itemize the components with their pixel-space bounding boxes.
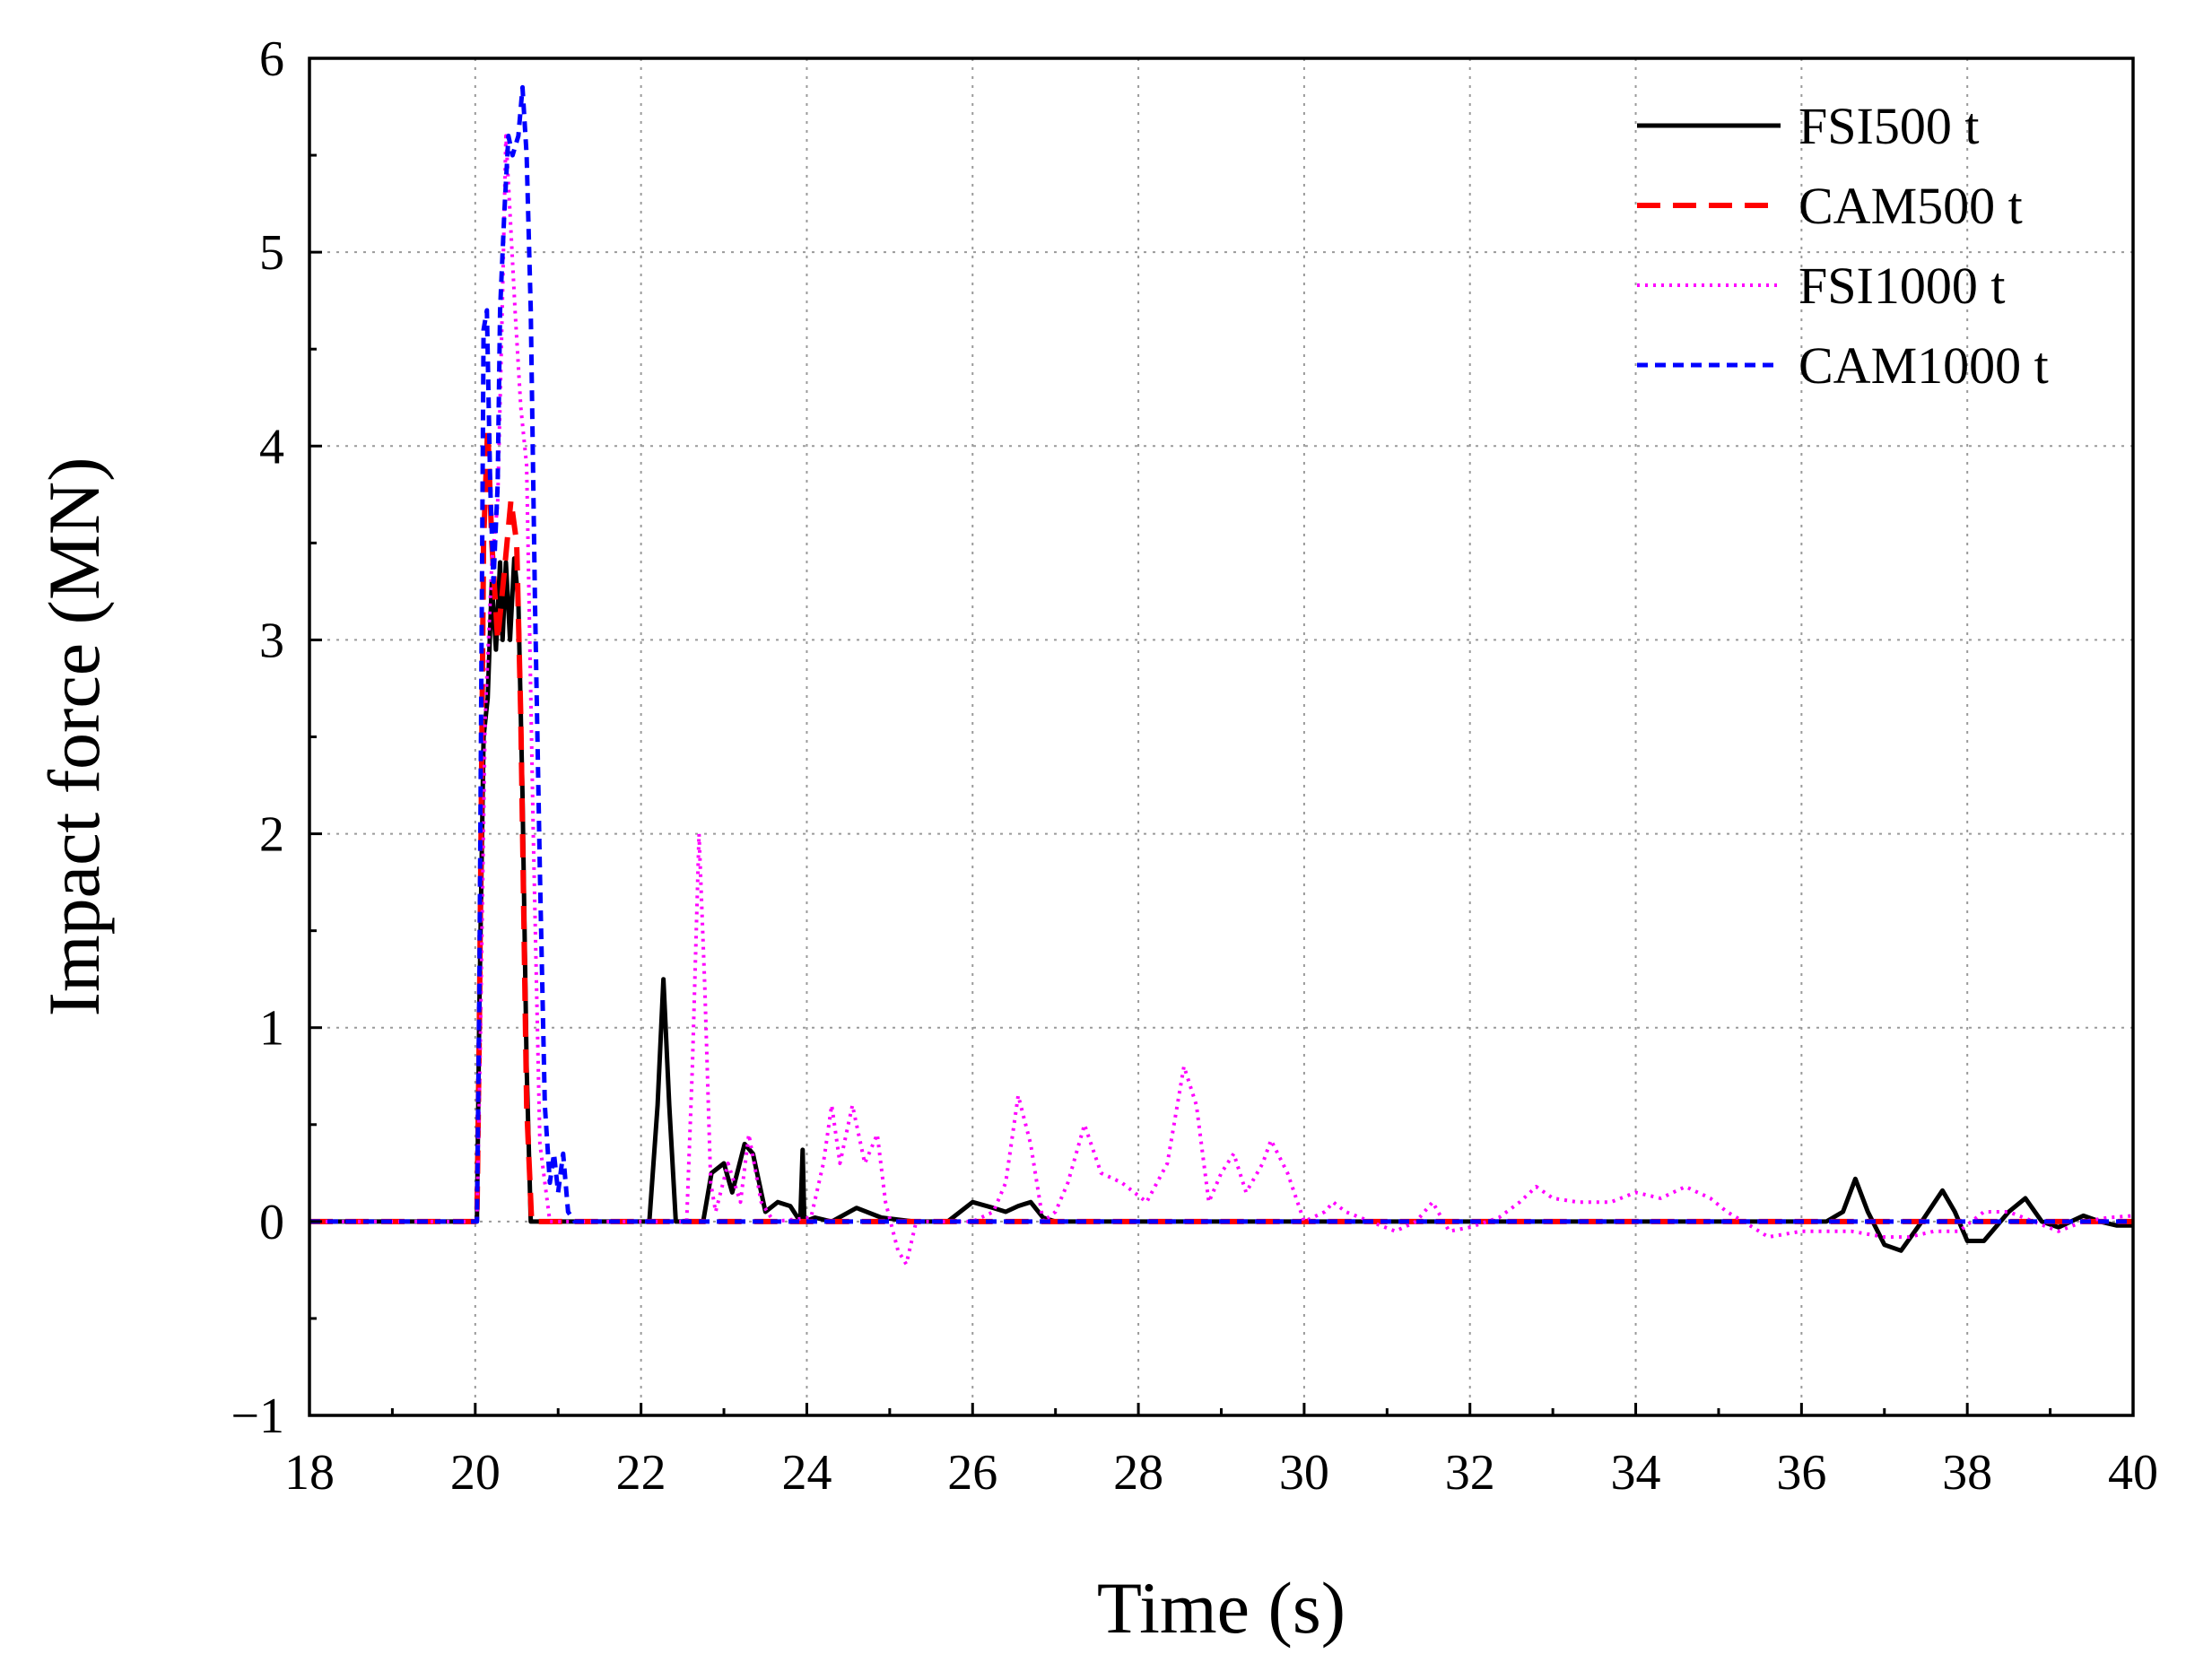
- legend: FSI500 t CAM500 t FSI1000 t CAM1000 t: [1637, 97, 2049, 395]
- y-tick-label: 6: [259, 31, 284, 87]
- x-tick-label: 36: [1776, 1445, 1826, 1501]
- series-lines: [309, 84, 2134, 1267]
- y-tick-label: 2: [259, 807, 284, 863]
- y-tick-label: 3: [259, 613, 284, 668]
- y-tick-label: 1: [259, 1001, 284, 1057]
- series-line-cam1000-t: [309, 84, 2133, 1224]
- series-line-cam500-t: [309, 423, 2133, 1224]
- legend-label: CAM1000 t: [1798, 336, 2049, 395]
- x-axis-tick-labels: 18 20 22 24 26 28 30 32 34 36 38 40: [284, 1445, 2158, 1501]
- legend-label: FSI500 t: [1798, 97, 1979, 155]
- y-tick-label: 0: [259, 1195, 284, 1250]
- grid-lines: [309, 58, 2133, 1415]
- x-tick-label: 24: [781, 1445, 832, 1501]
- legend-label: CAM500 t: [1798, 177, 2023, 235]
- y-axis-label: Impact force (MN): [33, 457, 115, 1017]
- x-tick-label: 30: [1279, 1445, 1329, 1501]
- y-tick-label: 4: [259, 419, 284, 474]
- y-axis-tick-labels: −1 0 1 2 3 4 5 6: [231, 31, 284, 1444]
- series-line-fsi500-t: [309, 556, 2133, 1253]
- x-tick-label: 38: [1942, 1445, 1992, 1501]
- legend-label: FSI1000 t: [1798, 257, 2005, 315]
- x-tick-label: 20: [450, 1445, 501, 1501]
- x-axis-label: Time (s): [1097, 1567, 1346, 1649]
- axis-ticks: [308, 57, 2135, 1417]
- x-tick-label: 28: [1113, 1445, 1163, 1501]
- x-tick-label: 34: [1611, 1445, 1661, 1501]
- x-tick-label: 40: [2108, 1445, 2158, 1501]
- y-tick-label: 5: [259, 225, 284, 281]
- x-tick-label: 18: [284, 1445, 335, 1501]
- series-line-fsi1000-t: [309, 134, 2134, 1267]
- x-tick-label: 26: [947, 1445, 997, 1501]
- x-tick-label: 32: [1445, 1445, 1495, 1501]
- x-tick-label: 22: [616, 1445, 666, 1501]
- y-tick-label: −1: [231, 1388, 284, 1444]
